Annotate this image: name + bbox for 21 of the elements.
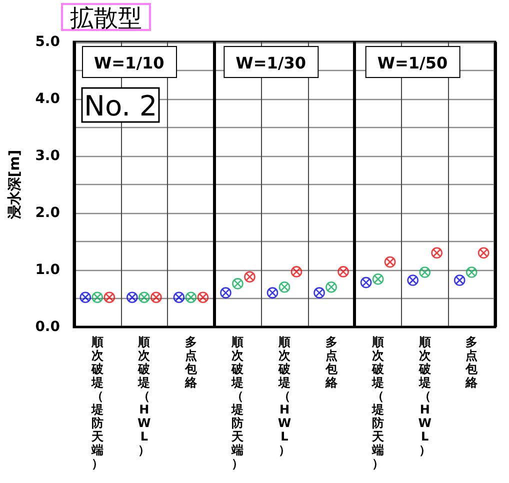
y-axis-title: 浸水深[m] — [7, 150, 23, 220]
category-label: 順次破堤（HWL） — [138, 334, 151, 457]
category-label: 順次破堤（HWL） — [418, 334, 432, 457]
category-label: 順次破堤（堤防天端） — [232, 334, 244, 470]
category-label: 順次破堤（堤防天端） — [372, 334, 384, 470]
annotation: W=1/10 — [94, 54, 164, 72]
y-tick-label: 2.0 — [35, 205, 60, 221]
y-tick-label: 0.0 — [35, 319, 60, 335]
annotation: W=1/30 — [236, 54, 306, 72]
y-tick-label: 4.0 — [35, 91, 60, 107]
annotation: No. 2 — [84, 90, 158, 122]
x-tick-label: 多点包絡 — [324, 334, 338, 390]
annotation: W=1/50 — [377, 54, 448, 72]
y-tick-label: 3.0 — [35, 148, 60, 164]
category-label: 順次破堤（堤防天端） — [91, 334, 104, 470]
category-label: 順次破堤（HWL） — [278, 334, 292, 457]
x-tick-label: 多点包絡 — [184, 334, 198, 390]
x-tick-label: 多点包絡 — [464, 334, 479, 390]
chart-title: 拡散型 — [70, 4, 142, 32]
y-tick-label: 5.0 — [35, 34, 60, 50]
y-tick-label: 1.0 — [35, 262, 60, 278]
